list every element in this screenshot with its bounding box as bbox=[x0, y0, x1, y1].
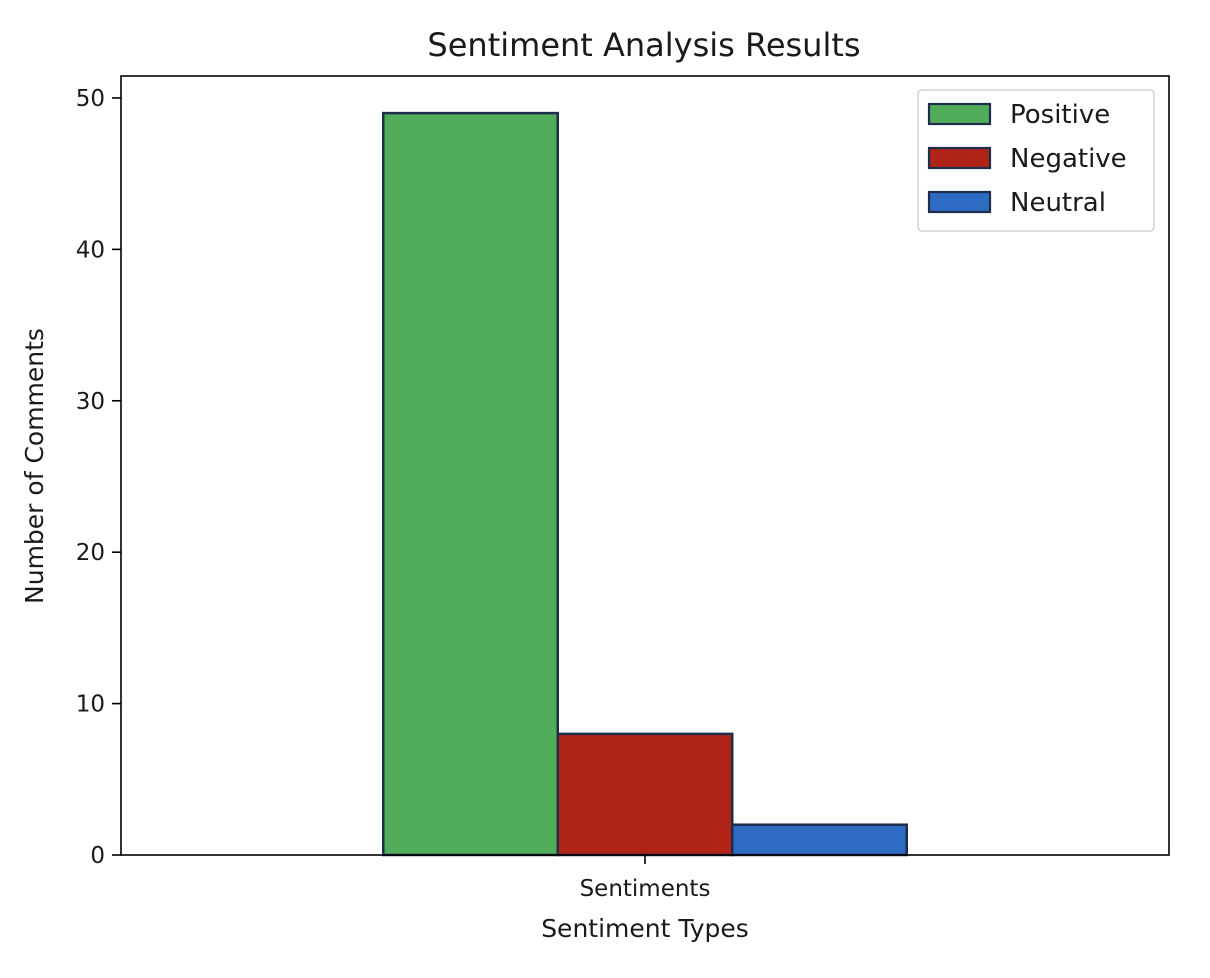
y-tick-label: 10 bbox=[76, 692, 105, 718]
y-tick-label: 0 bbox=[90, 843, 105, 869]
legend-swatch-positive bbox=[927, 102, 992, 126]
x-tick-label: Sentiments bbox=[580, 876, 711, 902]
legend-label-negative: Negative bbox=[1010, 144, 1127, 174]
y-axis-ticks: 0 10 20 30 40 50 bbox=[76, 86, 121, 869]
y-tick-label: 40 bbox=[76, 237, 105, 263]
y-tick-label: 20 bbox=[76, 540, 105, 566]
chart-title: Sentiment Analysis Results bbox=[427, 26, 860, 64]
legend-label-neutral: Neutral bbox=[1010, 188, 1106, 218]
legend: Positive Negative Neutral bbox=[917, 89, 1155, 232]
x-axis-ticks: Sentiments bbox=[580, 855, 711, 902]
legend-swatch-neutral bbox=[927, 190, 992, 214]
x-axis-label: Sentiment Types bbox=[541, 914, 749, 943]
bars-group bbox=[382, 111, 908, 857]
legend-label-positive: Positive bbox=[1010, 100, 1110, 130]
bar-positive bbox=[382, 111, 559, 857]
bar-neutral bbox=[731, 823, 908, 857]
bar-negative bbox=[556, 732, 734, 857]
y-axis-label: Number of Comments bbox=[20, 328, 49, 604]
y-tick-label: 50 bbox=[76, 86, 105, 112]
y-tick-label: 30 bbox=[76, 389, 105, 415]
legend-swatch-negative bbox=[927, 146, 992, 170]
